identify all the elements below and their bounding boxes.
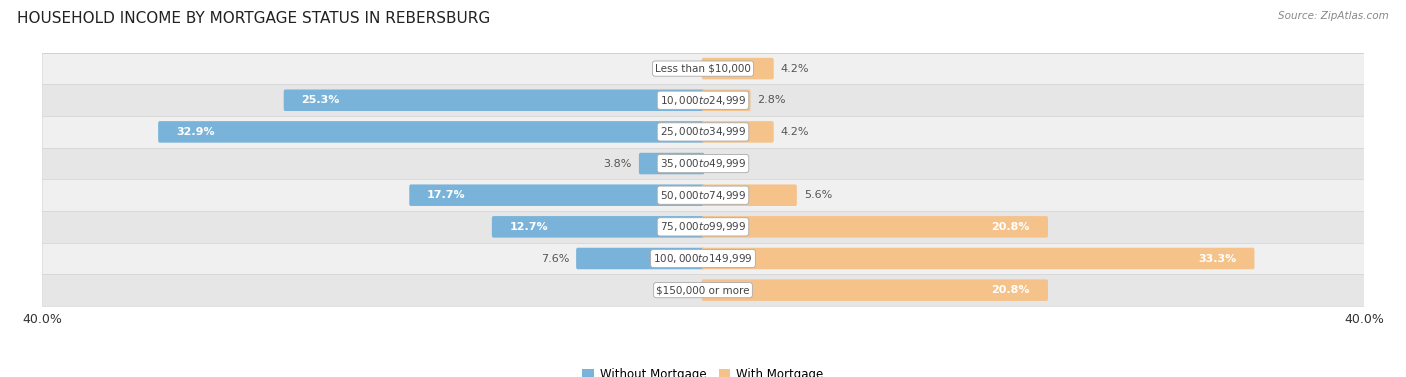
Text: 33.3%: 33.3% (1198, 253, 1237, 264)
Text: Source: ZipAtlas.com: Source: ZipAtlas.com (1278, 11, 1389, 21)
FancyBboxPatch shape (702, 121, 773, 143)
FancyBboxPatch shape (702, 184, 797, 206)
Text: 0.0%: 0.0% (662, 285, 690, 295)
Text: $35,000 to $49,999: $35,000 to $49,999 (659, 157, 747, 170)
Text: 0.0%: 0.0% (716, 159, 744, 169)
Text: 2.8%: 2.8% (758, 95, 786, 105)
Text: $75,000 to $99,999: $75,000 to $99,999 (659, 220, 747, 233)
Bar (42, 84, 1364, 116)
Text: 12.7%: 12.7% (510, 222, 548, 232)
Text: 25.3%: 25.3% (301, 95, 340, 105)
Text: 20.8%: 20.8% (991, 285, 1031, 295)
FancyBboxPatch shape (492, 216, 704, 238)
Text: $100,000 to $149,999: $100,000 to $149,999 (654, 252, 752, 265)
Text: 32.9%: 32.9% (176, 127, 215, 137)
Text: Less than $10,000: Less than $10,000 (655, 64, 751, 74)
FancyBboxPatch shape (409, 184, 704, 206)
FancyBboxPatch shape (702, 248, 1254, 269)
Bar (42, 53, 1364, 84)
Bar (42, 179, 1364, 211)
Bar (42, 211, 1364, 243)
Bar (42, 116, 1364, 148)
Text: 4.2%: 4.2% (780, 64, 808, 74)
Text: $150,000 or more: $150,000 or more (657, 285, 749, 295)
Text: 4.2%: 4.2% (780, 127, 808, 137)
Bar (42, 148, 1364, 179)
Bar (42, 243, 1364, 274)
Text: $10,000 to $24,999: $10,000 to $24,999 (659, 94, 747, 107)
Text: $25,000 to $34,999: $25,000 to $34,999 (659, 126, 747, 138)
FancyBboxPatch shape (702, 216, 1047, 238)
FancyBboxPatch shape (576, 248, 704, 269)
Text: $50,000 to $74,999: $50,000 to $74,999 (659, 189, 747, 202)
FancyBboxPatch shape (638, 153, 704, 174)
Text: 7.6%: 7.6% (541, 253, 569, 264)
FancyBboxPatch shape (702, 279, 1047, 301)
Bar (42, 274, 1364, 306)
FancyBboxPatch shape (284, 89, 704, 111)
Text: 17.7%: 17.7% (427, 190, 465, 200)
Legend: Without Mortgage, With Mortgage: Without Mortgage, With Mortgage (578, 363, 828, 377)
FancyBboxPatch shape (157, 121, 704, 143)
Text: HOUSEHOLD INCOME BY MORTGAGE STATUS IN REBERSBURG: HOUSEHOLD INCOME BY MORTGAGE STATUS IN R… (17, 11, 491, 26)
FancyBboxPatch shape (702, 58, 773, 80)
Text: 5.6%: 5.6% (804, 190, 832, 200)
Text: 0.0%: 0.0% (662, 64, 690, 74)
FancyBboxPatch shape (702, 89, 751, 111)
Text: 20.8%: 20.8% (991, 222, 1031, 232)
Text: 3.8%: 3.8% (603, 159, 631, 169)
